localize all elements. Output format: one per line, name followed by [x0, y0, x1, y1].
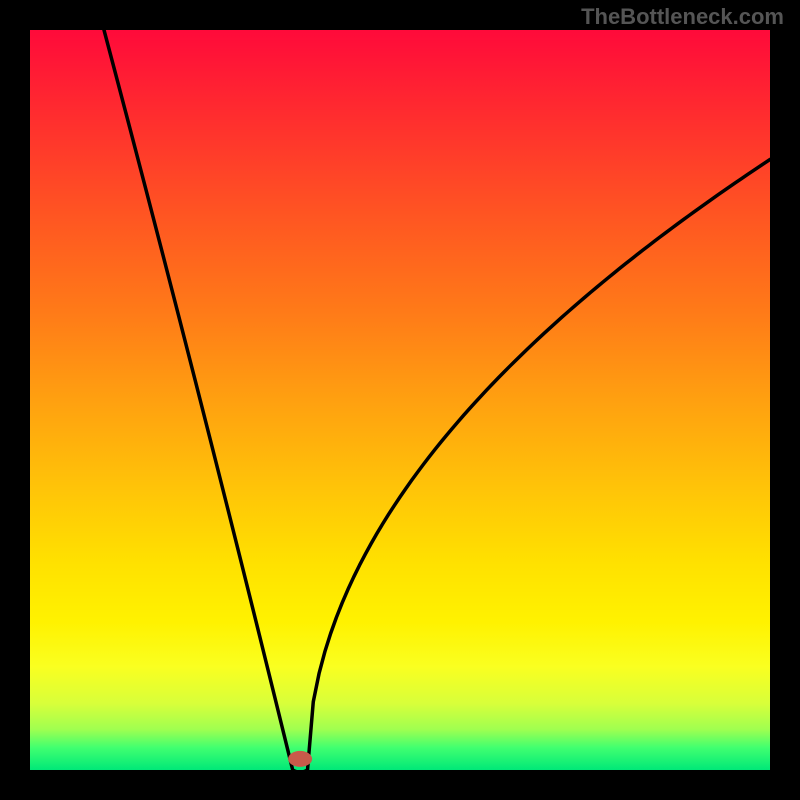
bottleneck-curve: [104, 30, 770, 770]
watermark-label: TheBottleneck.com: [581, 4, 784, 30]
chart-frame: TheBottleneck.com: [0, 0, 800, 800]
vertex-marker: [288, 751, 312, 767]
plot-area: [30, 30, 770, 770]
curve-overlay: [30, 30, 770, 770]
